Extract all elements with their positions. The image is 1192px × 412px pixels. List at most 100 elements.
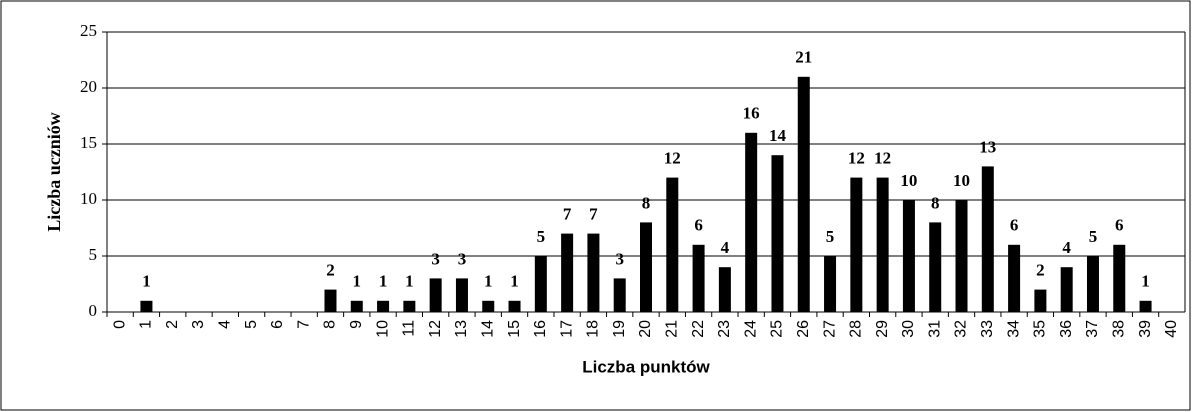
data-label: 3 <box>615 249 624 268</box>
x-tick-label: 39 <box>1137 320 1154 338</box>
bar <box>850 177 863 312</box>
data-label: 10 <box>900 171 917 190</box>
x-tick-label: 13 <box>453 320 470 338</box>
x-tick-label: 19 <box>611 320 628 338</box>
bar <box>561 233 574 312</box>
data-label: 3 <box>458 249 467 268</box>
x-tick-label: 9 <box>348 320 365 329</box>
data-label: 12 <box>664 149 681 168</box>
x-tick-label: 10 <box>374 320 391 338</box>
x-tick-label: 11 <box>401 320 418 337</box>
x-tick-label: 21 <box>664 320 681 338</box>
x-tick-label: 4 <box>217 320 234 329</box>
x-tick-label: 2 <box>164 320 181 329</box>
bar <box>692 244 705 312</box>
bar <box>981 166 994 312</box>
data-label: 2 <box>326 261 335 280</box>
bar <box>1060 267 1073 312</box>
data-label: 1 <box>484 272 493 291</box>
x-tick-label: 26 <box>795 320 812 338</box>
x-tick-label: 38 <box>1110 320 1127 338</box>
x-tick-label: 3 <box>190 320 207 329</box>
data-label: 7 <box>563 205 572 224</box>
bar <box>482 300 495 312</box>
bar <box>824 256 837 312</box>
data-label: 1 <box>353 272 362 291</box>
bar <box>640 222 652 312</box>
data-label: 16 <box>743 104 760 123</box>
x-tick-label: 1 <box>138 320 155 329</box>
bar <box>745 132 758 312</box>
x-tick-label: 24 <box>742 320 759 338</box>
x-tick-label: 25 <box>769 320 786 338</box>
y-tick-label: 25 <box>80 21 97 40</box>
bar <box>613 278 626 312</box>
y-tick-label: 5 <box>89 245 98 264</box>
x-tick-label: 14 <box>479 320 496 338</box>
bar <box>797 76 810 312</box>
data-label: 1 <box>510 272 519 291</box>
x-tick-label: 15 <box>506 320 523 338</box>
x-tick-label: 22 <box>690 320 707 338</box>
bar <box>718 267 731 312</box>
x-tick-label: 36 <box>1058 320 1075 338</box>
data-label: 13 <box>979 137 996 156</box>
bar <box>666 177 679 312</box>
data-label: 5 <box>826 227 835 246</box>
x-tick-label: 7 <box>295 320 312 329</box>
x-tick-label: 0 <box>111 320 128 329</box>
y-tick-label: 10 <box>80 189 97 208</box>
data-label: 8 <box>642 193 651 212</box>
data-label: 12 <box>848 149 865 168</box>
data-label: 2 <box>1036 261 1045 280</box>
data-label: 5 <box>1089 227 1098 246</box>
x-tick-label: 31 <box>926 320 943 338</box>
bar <box>429 278 442 312</box>
x-tick-label: 34 <box>1005 320 1022 338</box>
data-label: 5 <box>537 227 546 246</box>
data-label: 3 <box>431 249 440 268</box>
data-label: 1 <box>379 272 388 291</box>
data-label: 6 <box>694 216 703 235</box>
x-tick-label: 17 <box>558 320 575 338</box>
bar <box>534 256 547 312</box>
x-tick-label: 37 <box>1084 320 1101 338</box>
x-tick-label: 5 <box>243 320 260 329</box>
x-axis-title: Liczba punktów <box>582 357 710 376</box>
x-tick-label: 6 <box>269 320 286 329</box>
x-tick-label: 27 <box>821 320 838 338</box>
bar <box>1139 300 1152 312</box>
y-tick-label: 0 <box>89 301 98 320</box>
x-tick-label: 18 <box>585 320 602 338</box>
data-label: 7 <box>589 205 598 224</box>
bar <box>902 200 915 312</box>
x-tick-label: 12 <box>427 320 444 338</box>
x-tick-label: 30 <box>900 320 917 338</box>
data-label: 6 <box>1010 216 1019 235</box>
data-label: 4 <box>1062 238 1071 257</box>
x-tick-label: 32 <box>953 320 970 338</box>
x-tick-label: 35 <box>1032 320 1049 338</box>
bar <box>1086 256 1099 312</box>
y-tick-label: 15 <box>80 133 97 152</box>
bar <box>508 300 521 312</box>
bar <box>955 200 968 312</box>
x-tick-label: 20 <box>637 320 654 338</box>
bar <box>377 300 390 312</box>
bar <box>455 278 468 312</box>
data-label: 1 <box>1141 272 1150 291</box>
y-axis-title: Liczba uczniów <box>44 112 64 232</box>
bar <box>324 289 337 312</box>
bar <box>1113 244 1126 312</box>
data-label: 10 <box>953 171 970 190</box>
data-label: 21 <box>795 48 812 67</box>
data-label: 1 <box>142 272 151 291</box>
data-label: 12 <box>874 149 891 168</box>
x-tick-label: 33 <box>979 320 996 338</box>
data-label: 4 <box>721 238 730 257</box>
x-tick-label: 29 <box>874 320 891 338</box>
y-tick-label: 20 <box>80 77 97 96</box>
bar <box>350 300 363 312</box>
data-label: 6 <box>1115 216 1124 235</box>
